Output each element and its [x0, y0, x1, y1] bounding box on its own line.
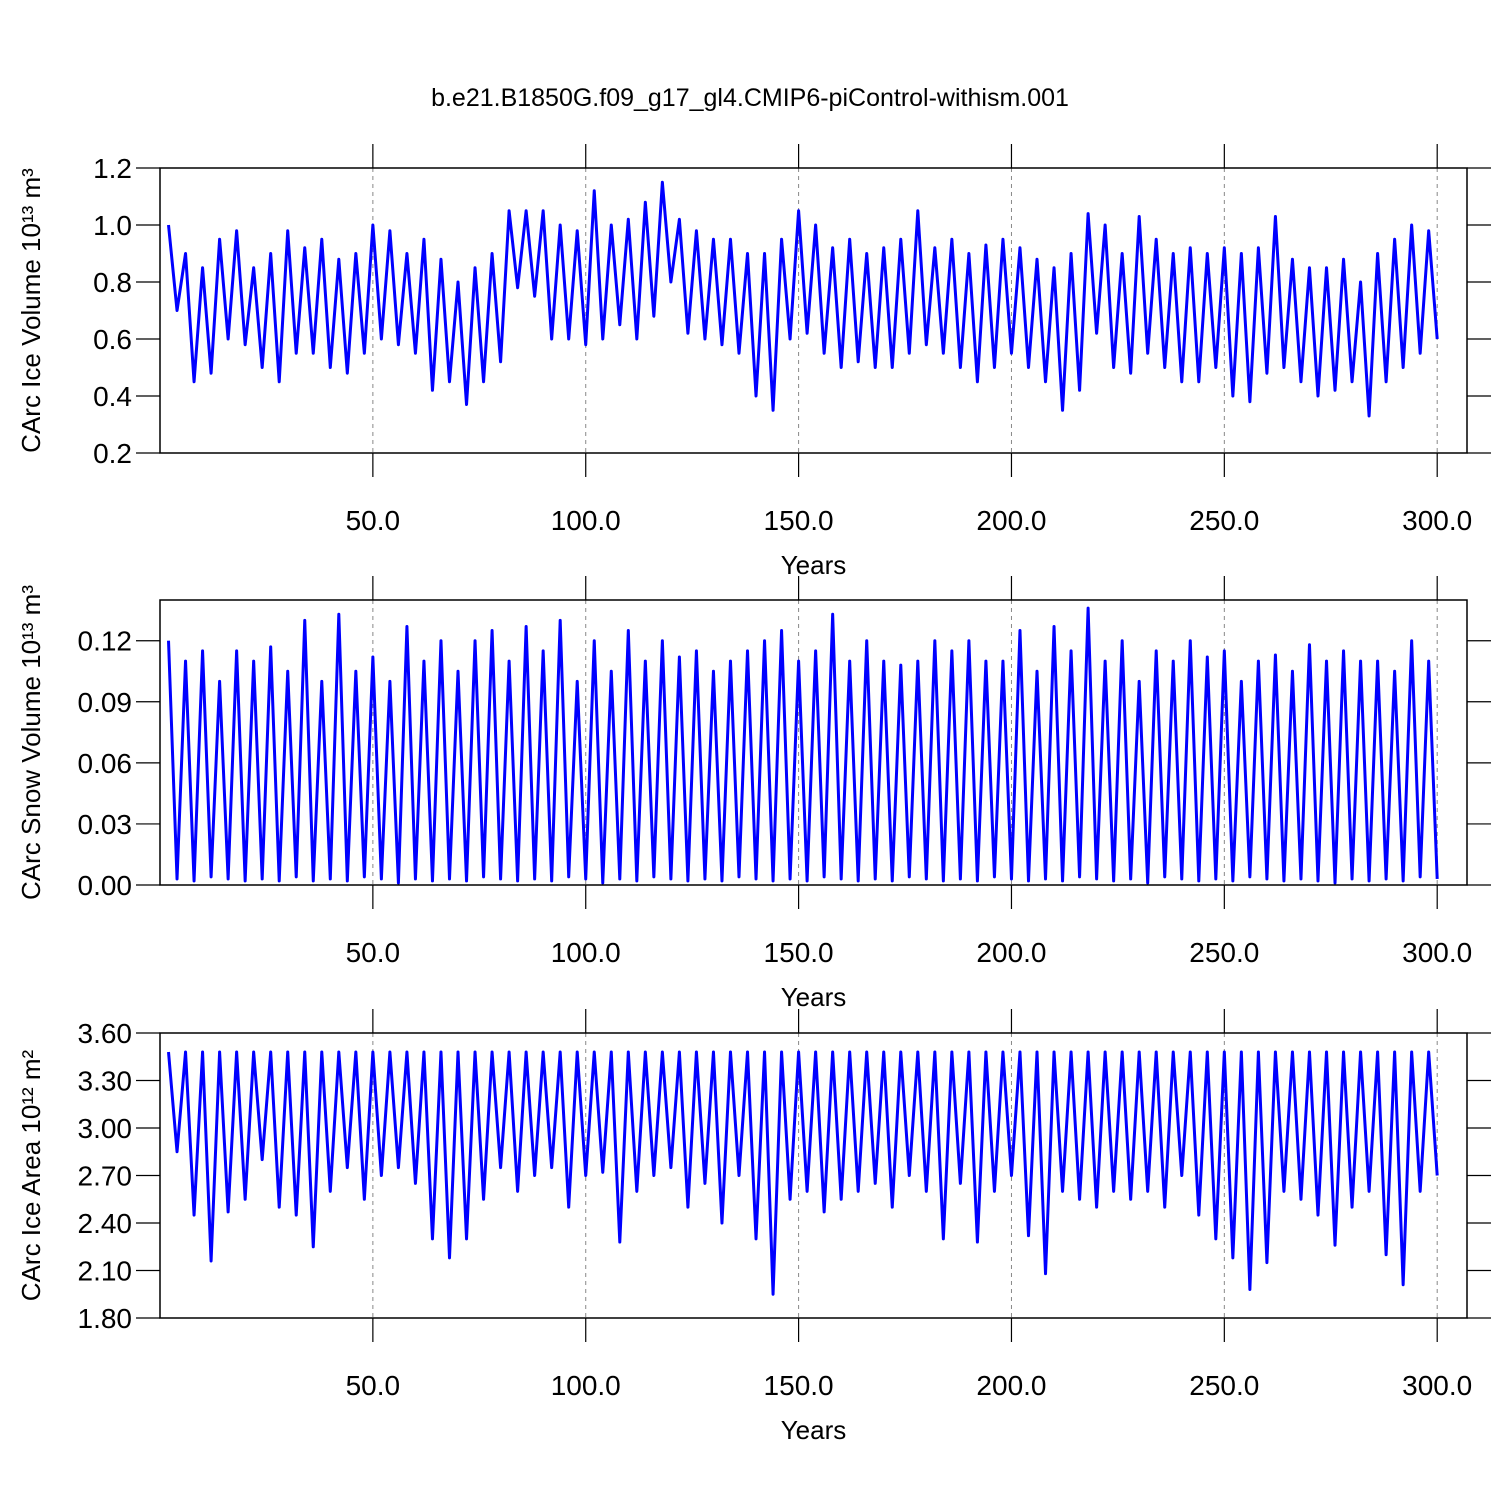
- y-tick-label: 2.40: [78, 1208, 133, 1239]
- x-tick-label: 250.0: [1189, 505, 1259, 536]
- x-tick-label: 150.0: [764, 937, 834, 968]
- x-axis-title: Years: [781, 550, 847, 580]
- y-tick-label: 3.60: [78, 1018, 133, 1049]
- x-axis-title: Years: [781, 982, 847, 1012]
- y-tick-label: 1.2: [93, 153, 132, 184]
- x-tick-label: 300.0: [1402, 937, 1472, 968]
- y-tick-label: 3.30: [78, 1066, 133, 1097]
- plot-frame: [159, 167, 1468, 454]
- y-tick-label: 0.6: [93, 324, 132, 355]
- y-axis-title: CArc Snow Volume 10¹³ m³: [16, 585, 46, 900]
- x-axis-title: Years: [781, 1415, 847, 1445]
- x-tick-label: 100.0: [551, 937, 621, 968]
- y-tick-label: 3.00: [78, 1113, 133, 1144]
- y-tick-label: 2.10: [78, 1256, 133, 1287]
- y-tick-label: 2.70: [78, 1161, 133, 1192]
- y-tick-label: 0.8: [93, 267, 132, 298]
- x-tick-label: 150.0: [764, 505, 834, 536]
- y-tick-label: 1.80: [78, 1303, 133, 1334]
- x-tick-label: 200.0: [976, 1370, 1046, 1401]
- x-tick-label: 50.0: [346, 937, 401, 968]
- x-tick-label: 50.0: [346, 505, 401, 536]
- y-tick-label: 0.06: [78, 748, 133, 779]
- x-tick-label: 100.0: [551, 505, 621, 536]
- x-tick-label: 200.0: [976, 937, 1046, 968]
- y-tick-label: 0.12: [78, 626, 133, 657]
- x-tick-label: 300.0: [1402, 1370, 1472, 1401]
- x-tick-label: 50.0: [346, 1370, 401, 1401]
- x-tick-label: 150.0: [764, 1370, 834, 1401]
- y-tick-label: 0.4: [93, 381, 132, 412]
- y-tick-label: 0.03: [78, 809, 133, 840]
- data-line: [167, 606, 1439, 885]
- plot-frame: [159, 599, 1468, 886]
- chart-title: b.e21.B1850G.f09_g17_gl4.CMIP6-piControl…: [431, 84, 1069, 112]
- data-line: [167, 180, 1439, 418]
- y-tick-label: 1.0: [93, 210, 132, 241]
- x-tick-label: 250.0: [1189, 937, 1259, 968]
- plot-frame: [159, 1032, 1468, 1319]
- y-tick-label: 0.09: [78, 687, 133, 718]
- y-axis-title: CArc Ice Volume 10¹³ m³: [16, 168, 46, 453]
- data-line: [167, 1050, 1439, 1296]
- y-tick-label: 0.00: [78, 870, 133, 901]
- x-tick-label: 100.0: [551, 1370, 621, 1401]
- x-tick-label: 250.0: [1189, 1370, 1259, 1401]
- x-tick-label: 200.0: [976, 505, 1046, 536]
- y-tick-label: 0.2: [93, 438, 132, 469]
- x-tick-label: 300.0: [1402, 505, 1472, 536]
- y-axis-title: CArc Ice Area 10¹² m²: [16, 1049, 46, 1301]
